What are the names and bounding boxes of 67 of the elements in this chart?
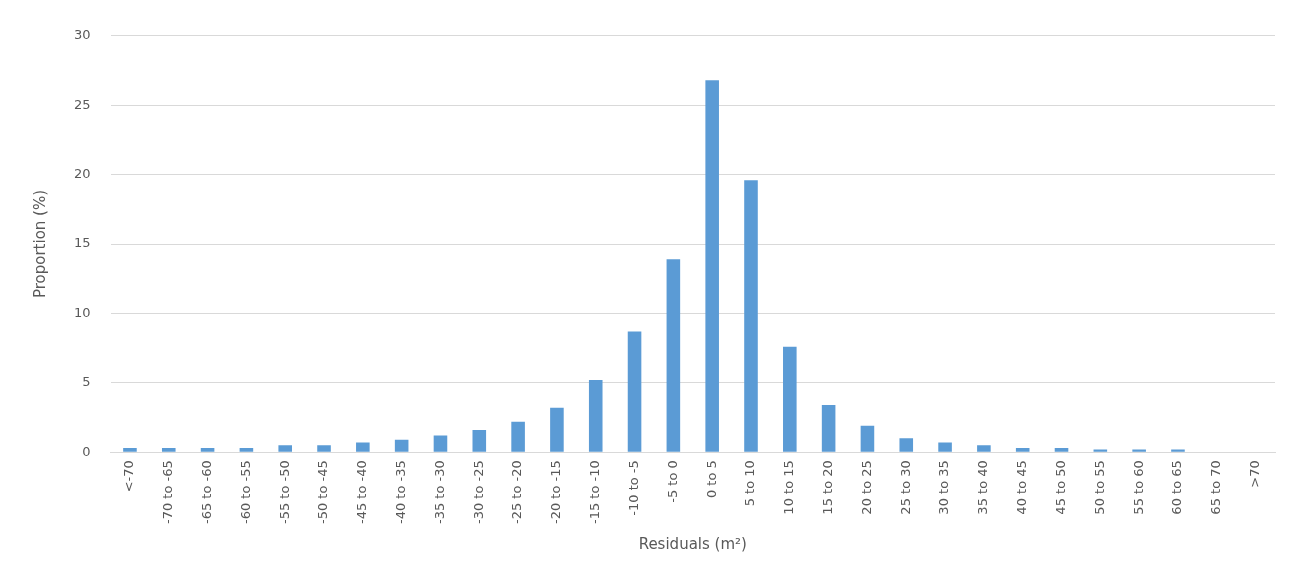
y-tick-label: 5 [82, 374, 91, 390]
y-tick-label: 30 [74, 27, 91, 43]
bar [627, 331, 642, 452]
x-tick-label: 5 to 10 [742, 460, 758, 507]
x-tick-label: 50 to 55 [1091, 460, 1107, 515]
bar [317, 445, 331, 452]
bar [821, 405, 836, 452]
x-tick-label: 45 to 50 [1052, 460, 1068, 515]
bar [356, 442, 370, 452]
x-tick-label: -55 to -50 [276, 460, 292, 524]
bar [899, 438, 914, 452]
y-tick-label: 20 [74, 165, 91, 181]
y-tick-label: 15 [74, 235, 91, 251]
bar [977, 445, 991, 452]
bar [433, 435, 448, 452]
x-tick-label: 30 to 35 [936, 460, 952, 515]
bar [1054, 448, 1069, 452]
x-tick-label: -35 to -30 [431, 460, 447, 524]
x-tick-label: -20 to -15 [548, 460, 564, 524]
x-tick-label: -10 to -5 [625, 460, 641, 516]
y-tick-label: 25 [74, 96, 91, 112]
x-tick-label: -45 to -40 [354, 460, 370, 524]
bar [783, 346, 797, 452]
x-tick-label: -65 to -60 [198, 460, 214, 524]
bar [1093, 449, 1108, 452]
bar [588, 380, 603, 452]
x-tick-label: 65 to 70 [1208, 460, 1224, 515]
x-axis-title: Residuals (m²) [638, 534, 747, 553]
x-tick-label: -30 to -25 [470, 460, 486, 524]
x-tick-label: 0 to 5 [703, 460, 719, 499]
x-tick-label: -5 to 0 [664, 460, 680, 503]
bar [550, 407, 564, 452]
x-tick-label: 60 to 65 [1169, 460, 1185, 515]
y-tick-label: 10 [74, 304, 91, 320]
bar [1132, 449, 1146, 452]
bar [511, 421, 525, 452]
x-tick-label: 20 to 25 [858, 460, 874, 515]
bar [938, 442, 952, 452]
x-tick-label: 10 to 15 [781, 460, 797, 515]
x-tick-label: 40 to 45 [1014, 460, 1030, 515]
x-tick-label: 55 to 60 [1130, 460, 1146, 515]
bar [161, 448, 176, 452]
bar [239, 448, 254, 452]
x-tick-label: -50 to -45 [315, 460, 331, 524]
x-tick-label: 25 to 30 [897, 460, 913, 515]
x-tick-label: -25 to -20 [509, 460, 525, 524]
x-tick-label: -60 to -55 [237, 460, 253, 524]
y-tick-label: 0 [82, 443, 91, 459]
bar [472, 430, 487, 452]
bar [1171, 449, 1185, 452]
x-tick-label: 15 to 20 [820, 460, 835, 515]
bar [200, 448, 215, 452]
bar [860, 425, 875, 452]
bar [744, 180, 758, 452]
x-tick-label: -40 to -35 [393, 460, 409, 524]
x-tick-label: -70 to -65 [160, 460, 176, 524]
bar [705, 80, 719, 452]
y-axis-title: Proportion (%) [30, 189, 49, 299]
bar [394, 439, 409, 452]
x-tick-label: 35 to 40 [975, 460, 991, 515]
x-tick-label: -15 to -10 [587, 460, 603, 524]
bar [666, 259, 681, 452]
bar [1015, 448, 1030, 452]
bar [278, 445, 292, 452]
x-tick-label: >70 [1246, 460, 1262, 488]
bar [123, 448, 137, 452]
x-tick-label: <-70 [121, 460, 137, 493]
